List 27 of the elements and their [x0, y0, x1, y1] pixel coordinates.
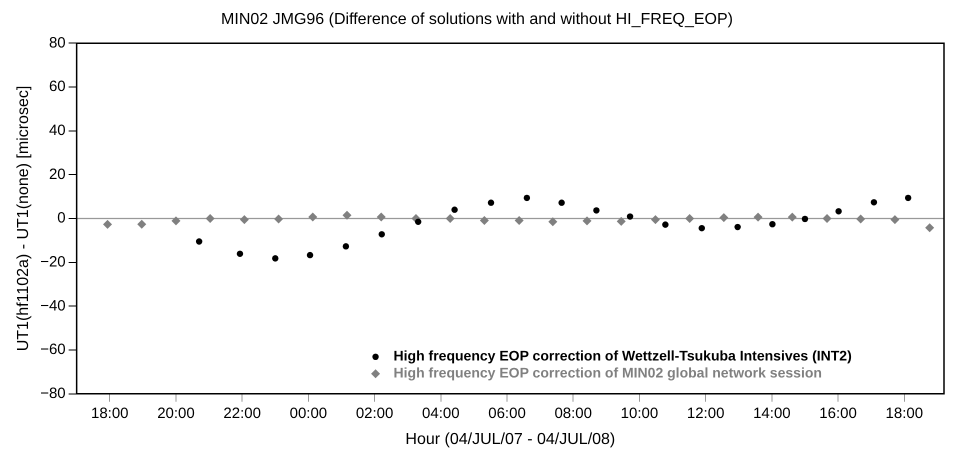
x-tick-label: 22:00 — [223, 404, 261, 422]
y-axis-title: UT1(hf1102a) - UT1(none) [microsec] — [15, 86, 32, 352]
x-tick-label: 10:00 — [620, 404, 658, 422]
chart-title: MIN02 JMG96 (Difference of solutions with and without HI_FREQ_EOP) — [221, 11, 733, 28]
y-tick-label: −20 — [40, 253, 66, 270]
x-tick-label: 06:00 — [488, 404, 526, 422]
x-tick-label: 04:00 — [422, 404, 460, 422]
y-tick-label: 60 — [48, 78, 66, 96]
y-tick-label: 80 — [48, 34, 66, 52]
x-tick-label: 12:00 — [686, 404, 724, 422]
x-tick-label: 20:00 — [157, 404, 195, 422]
x-tick-label: 00:00 — [290, 404, 328, 422]
x-tick-label: 16:00 — [819, 404, 857, 422]
legend-label: High frequency EOP correction of MIN02 global network session — [394, 364, 822, 381]
y-tick-label: 20 — [48, 166, 66, 183]
x-tick-label: 08:00 — [554, 404, 592, 422]
legend-label: High frequency EOP correction of Wettzell-Tsukuba Intensives (INT2) — [394, 348, 852, 364]
x-tick-label: 18:00 — [886, 404, 924, 422]
x-axis-title: Hour (04/JUL/07 - 04/JUL/08) — [405, 430, 616, 448]
y-tick-label: −60 — [40, 341, 66, 358]
x-tick-label: 02:00 — [356, 404, 394, 422]
y-tick-label: −40 — [40, 297, 66, 314]
y-tick-label: −80 — [40, 384, 66, 402]
x-tick-label: 14:00 — [753, 404, 791, 422]
y-tick-label: 40 — [48, 122, 66, 139]
y-tick-label: 0 — [57, 210, 66, 227]
x-tick-label: 18:00 — [90, 404, 129, 422]
